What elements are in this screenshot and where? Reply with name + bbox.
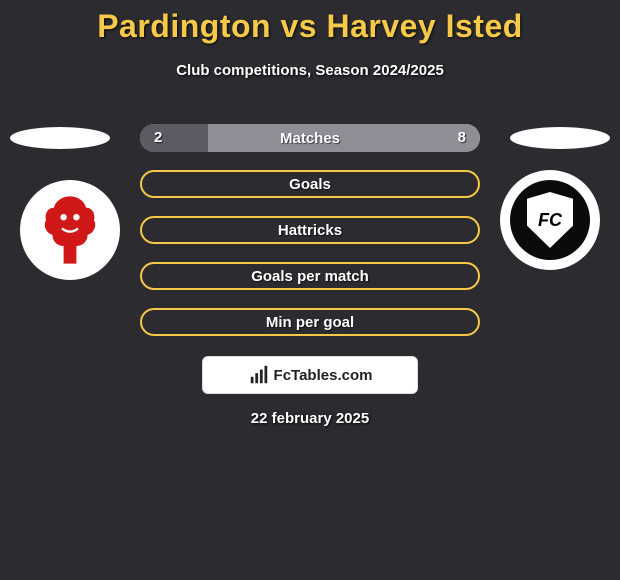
stat-label: Goals bbox=[289, 176, 331, 193]
club-crest-left bbox=[30, 190, 110, 270]
branding-label: FcTables.com bbox=[274, 367, 373, 384]
stat-label: Min per goal bbox=[266, 314, 354, 331]
date-label: 22 february 2025 bbox=[0, 410, 620, 427]
stat-label: Matches bbox=[280, 130, 340, 147]
club-crest-right: FC bbox=[510, 180, 590, 260]
page-title: Pardington vs Harvey Isted bbox=[0, 8, 620, 45]
stat-row-matches: 2 Matches 8 bbox=[140, 124, 480, 152]
page-subtitle: Club competitions, Season 2024/2025 bbox=[0, 62, 620, 79]
club-crest-right-text: FC bbox=[527, 192, 573, 248]
comparison-canvas: Pardington vs Harvey Isted Club competit… bbox=[0, 0, 620, 580]
stat-row-goals-per-match: Goals per match bbox=[140, 262, 480, 290]
stat-fill-right bbox=[208, 124, 480, 152]
player-photo-right bbox=[510, 127, 610, 149]
stat-row-min-per-goal: Min per goal bbox=[140, 308, 480, 336]
stat-value-left: 2 bbox=[154, 124, 162, 152]
club-badge-right: FC bbox=[500, 170, 600, 270]
club-badge-left bbox=[20, 180, 120, 280]
stat-row-hattricks: Hattricks bbox=[140, 216, 480, 244]
stat-value-right: 8 bbox=[458, 124, 466, 152]
bar-chart-icon bbox=[248, 364, 270, 386]
stat-fill-left bbox=[140, 124, 208, 152]
stat-label: Goals per match bbox=[251, 268, 369, 285]
stat-row-goals: Goals bbox=[140, 170, 480, 198]
player-photo-left bbox=[10, 127, 110, 149]
branding-badge[interactable]: FcTables.com bbox=[202, 356, 418, 394]
stat-label: Hattricks bbox=[278, 222, 342, 239]
